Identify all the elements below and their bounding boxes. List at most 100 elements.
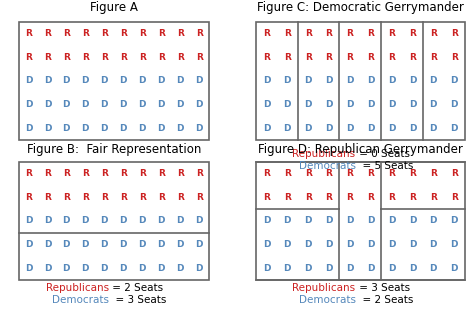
- Text: D: D: [304, 77, 312, 85]
- Text: D: D: [325, 124, 333, 132]
- Text: R: R: [25, 193, 32, 202]
- Text: R: R: [82, 169, 89, 178]
- Text: R: R: [263, 53, 270, 62]
- Text: D: D: [25, 77, 32, 85]
- Text: D: D: [100, 77, 108, 85]
- Text: D: D: [119, 216, 127, 225]
- Text: R: R: [346, 193, 353, 202]
- Text: R: R: [346, 53, 353, 62]
- Text: D: D: [119, 77, 127, 85]
- Text: R: R: [196, 29, 202, 38]
- Text: R: R: [196, 53, 202, 62]
- Text: D: D: [157, 77, 165, 85]
- Text: D: D: [346, 124, 354, 132]
- Text: = 0 Seats: = 0 Seats: [356, 149, 410, 159]
- Text: Figure C: Democratic Gerrymander: Figure C: Democratic Gerrymander: [257, 1, 464, 14]
- Text: D: D: [44, 77, 51, 85]
- Text: D: D: [138, 240, 146, 249]
- Text: Figure D: Republican Gerrymander: Figure D: Republican Gerrymander: [258, 142, 463, 156]
- Text: R: R: [305, 53, 311, 62]
- Text: R: R: [63, 53, 70, 62]
- Bar: [256, 22, 465, 140]
- Text: D: D: [450, 77, 458, 85]
- Text: D: D: [429, 124, 437, 132]
- Text: = 3 Seats: = 3 Seats: [356, 283, 410, 293]
- Text: R: R: [346, 169, 353, 178]
- Text: D: D: [409, 124, 416, 132]
- Text: D: D: [63, 124, 70, 132]
- Text: D: D: [367, 264, 374, 272]
- Text: R: R: [451, 169, 457, 178]
- Text: D: D: [157, 124, 165, 132]
- Text: R: R: [430, 53, 437, 62]
- Text: R: R: [305, 193, 311, 202]
- Text: D: D: [44, 124, 51, 132]
- Text: R: R: [451, 53, 457, 62]
- Text: D: D: [176, 77, 184, 85]
- Text: D: D: [44, 264, 51, 272]
- Text: D: D: [283, 216, 291, 225]
- Text: D: D: [263, 264, 270, 272]
- Text: Figure A: Figure A: [90, 1, 138, 14]
- Text: R: R: [44, 53, 51, 62]
- Text: D: D: [388, 264, 395, 272]
- Text: R: R: [120, 169, 127, 178]
- Text: D: D: [176, 100, 184, 109]
- Text: D: D: [82, 216, 89, 225]
- Text: R: R: [177, 53, 183, 62]
- Text: = 3 Seats: = 3 Seats: [109, 295, 167, 305]
- Text: R: R: [388, 169, 395, 178]
- Text: D: D: [138, 264, 146, 272]
- Text: R: R: [263, 169, 270, 178]
- Text: R: R: [177, 193, 183, 202]
- Text: R: R: [284, 29, 291, 38]
- Text: D: D: [44, 100, 51, 109]
- Text: D: D: [138, 124, 146, 132]
- Text: R: R: [305, 169, 311, 178]
- Text: D: D: [450, 216, 458, 225]
- Text: R: R: [367, 169, 374, 178]
- Text: D: D: [63, 264, 70, 272]
- Text: D: D: [325, 216, 333, 225]
- Text: D: D: [25, 264, 32, 272]
- Text: D: D: [429, 264, 437, 272]
- Text: D: D: [82, 264, 89, 272]
- Text: D: D: [325, 264, 333, 272]
- Text: D: D: [63, 100, 70, 109]
- Text: D: D: [263, 240, 270, 249]
- Text: D: D: [119, 100, 127, 109]
- Text: D: D: [283, 124, 291, 132]
- Text: R: R: [101, 193, 108, 202]
- Text: D: D: [119, 124, 127, 132]
- Text: D: D: [304, 216, 312, 225]
- Text: D: D: [82, 77, 89, 85]
- Text: D: D: [195, 216, 203, 225]
- Text: R: R: [346, 29, 353, 38]
- Text: R: R: [139, 193, 146, 202]
- Text: D: D: [304, 264, 312, 272]
- Text: D: D: [388, 77, 395, 85]
- Text: R: R: [263, 193, 270, 202]
- Text: D: D: [25, 124, 32, 132]
- Text: D: D: [429, 216, 437, 225]
- Text: D: D: [283, 100, 291, 109]
- Bar: [19, 22, 209, 140]
- Text: R: R: [158, 53, 164, 62]
- Text: R: R: [82, 193, 89, 202]
- Text: R: R: [326, 193, 332, 202]
- Text: R: R: [451, 29, 457, 38]
- Text: = 5 Seats: = 5 Seats: [356, 161, 413, 171]
- Text: D: D: [409, 100, 416, 109]
- Text: D: D: [367, 216, 374, 225]
- Text: Republicans: Republicans: [46, 283, 109, 293]
- Text: R: R: [177, 29, 183, 38]
- Text: D: D: [346, 240, 354, 249]
- Text: R: R: [409, 193, 416, 202]
- Text: R: R: [101, 29, 108, 38]
- Text: R: R: [44, 29, 51, 38]
- Text: R: R: [120, 193, 127, 202]
- Text: D: D: [263, 77, 270, 85]
- Text: R: R: [430, 169, 437, 178]
- Text: D: D: [429, 240, 437, 249]
- Text: R: R: [326, 29, 332, 38]
